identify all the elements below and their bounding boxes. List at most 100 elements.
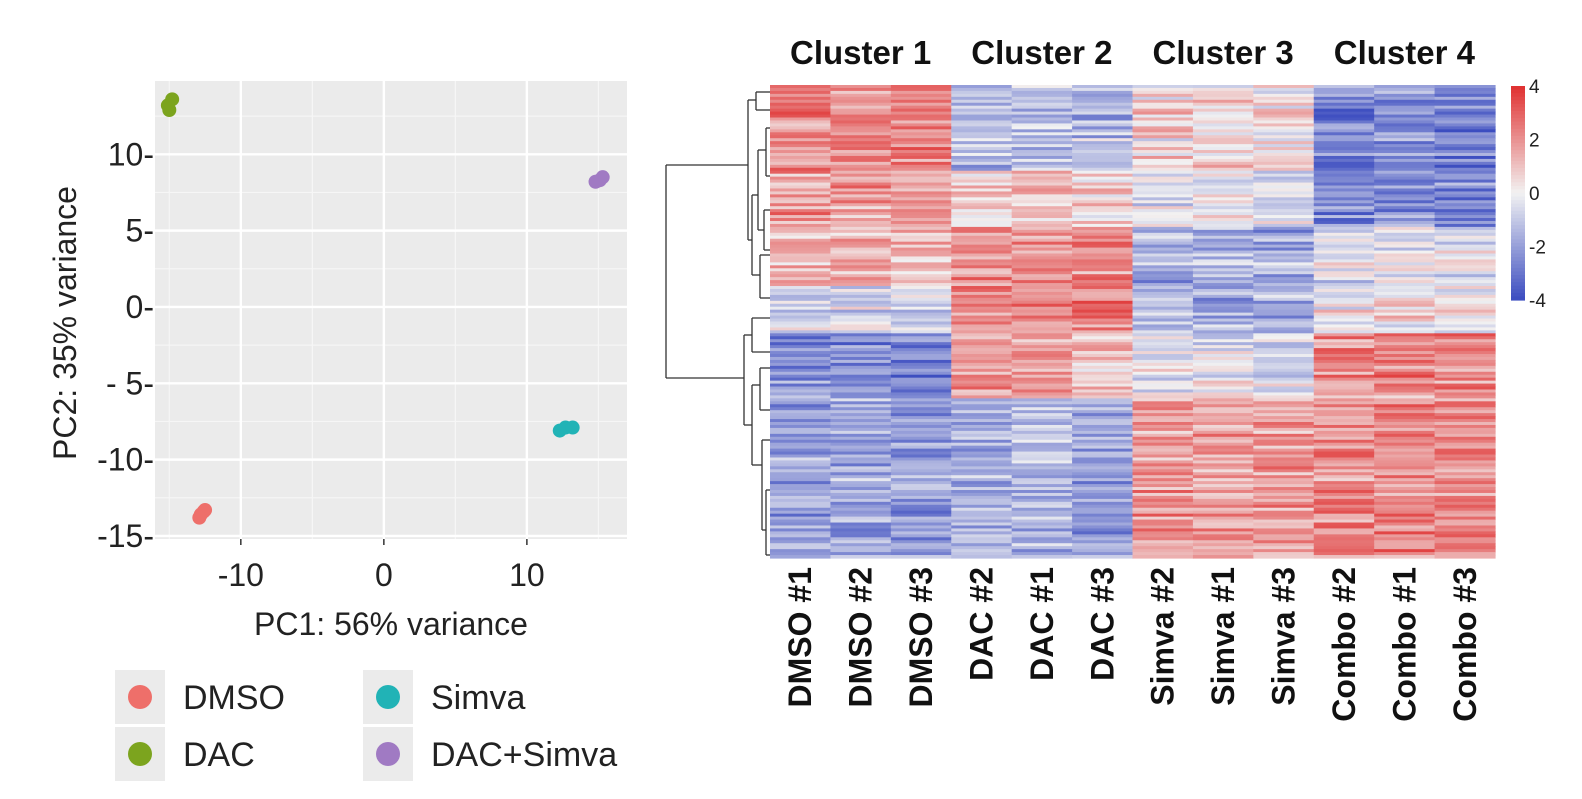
- heatmap-cell: [1192, 555, 1254, 559]
- heatmap-cell: [890, 345, 952, 349]
- heatmap-cell: [830, 288, 892, 293]
- heatmap-cell: [951, 212, 1013, 216]
- heatmap-cell: [890, 354, 952, 358]
- heatmap-cell: [1374, 229, 1436, 234]
- heatmap-cell: [890, 212, 952, 216]
- heatmap-cell: [830, 401, 892, 405]
- heatmap-cell: [830, 513, 892, 518]
- heatmap-cell: [1374, 173, 1436, 178]
- heatmap-cell: [1434, 498, 1496, 503]
- heatmap-cell: [1313, 395, 1375, 399]
- heatmap-cell: [1192, 457, 1254, 462]
- heatmap-cell: [1253, 96, 1315, 101]
- heatmap-cell: [1132, 324, 1194, 329]
- heatmap-cell: [890, 481, 952, 485]
- heatmap-cell: [890, 398, 952, 402]
- heatmap-cell: [951, 188, 1013, 193]
- heatmap-cell: [951, 167, 1013, 172]
- heatmap-cell: [1313, 188, 1375, 193]
- heatmap-cell: [770, 362, 832, 367]
- heatmap-cell: [770, 271, 832, 275]
- heatmap-cell: [1072, 123, 1134, 127]
- heatmap-cell: [1434, 321, 1496, 326]
- heatmap-cell: [951, 336, 1013, 340]
- heatmap-cell: [1192, 141, 1254, 145]
- heatmap-cell: [770, 555, 832, 559]
- heatmap-cell: [770, 262, 832, 266]
- colorbar-step: [1511, 196, 1525, 201]
- heatmap-cell: [951, 513, 1013, 518]
- heatmap-cell: [830, 297, 892, 302]
- heatmap-cell: [830, 398, 892, 402]
- heatmap-cell: [1434, 416, 1496, 420]
- heatmap-cell: [1434, 111, 1496, 116]
- heatmap-cell: [1011, 235, 1073, 240]
- heatmap-cell: [1253, 147, 1315, 151]
- heatmap-cell: [1132, 546, 1194, 550]
- heatmap-cell: [1253, 291, 1315, 296]
- heatmap-cell: [770, 132, 832, 136]
- heatmap-cell: [1313, 436, 1375, 441]
- heatmap-cell: [1313, 274, 1375, 278]
- heatmap-cell: [1192, 413, 1254, 417]
- heatmap-cell: [1313, 487, 1375, 491]
- heatmap-cell: [1313, 336, 1375, 340]
- heatmap-cell: [830, 404, 892, 408]
- heatmap-cell: [890, 226, 952, 231]
- heatmap-cell: [1132, 244, 1194, 249]
- heatmap-cell: [1253, 356, 1315, 361]
- heatmap-cell: [830, 93, 892, 98]
- heatmap-cell: [830, 416, 892, 420]
- heatmap-cell: [1374, 161, 1436, 166]
- heatmap-cell: [830, 188, 892, 193]
- heatmap-cell: [1374, 356, 1436, 361]
- heatmap-cell: [890, 416, 952, 420]
- heatmap-cell: [770, 244, 832, 249]
- heatmap-cell: [1011, 410, 1073, 414]
- heatmap-cell: [951, 472, 1013, 476]
- heatmap-cell: [1192, 268, 1254, 272]
- heatmap-cell: [1434, 377, 1496, 382]
- heatmap-cell: [830, 433, 892, 438]
- heatmap-cell: [1434, 362, 1496, 367]
- heatmap-cell: [1434, 259, 1496, 263]
- heatmap-cell: [1011, 525, 1073, 530]
- colorbar-step: [1511, 86, 1525, 91]
- heatmap-cell: [1192, 315, 1254, 320]
- heatmap-cell: [1434, 466, 1496, 470]
- heatmap-cell: [830, 229, 892, 234]
- heatmap-cell: [1374, 472, 1436, 476]
- heatmap-cell: [1313, 321, 1375, 326]
- heatmap-cell: [1434, 274, 1496, 278]
- heatmap-cell: [830, 197, 892, 201]
- heatmap-cell: [770, 501, 832, 506]
- heatmap-cell: [770, 522, 832, 527]
- heatmap-cell: [951, 309, 1013, 314]
- heatmap-cell: [1374, 114, 1436, 119]
- heatmap-cell: [1192, 288, 1254, 293]
- heatmap-cell: [890, 93, 952, 98]
- heatmap-cell: [770, 297, 832, 302]
- heatmap-cell: [1072, 516, 1134, 521]
- heatmap-cell: [1253, 87, 1315, 92]
- heatmap-cell: [951, 223, 1013, 228]
- heatmap-cell: [1253, 504, 1315, 509]
- heatmap-cell: [1072, 170, 1134, 175]
- heatmap-cell: [1011, 315, 1073, 320]
- heatmap-cell: [1192, 354, 1254, 358]
- heatmap-cell: [1434, 419, 1496, 423]
- heatmap-cell: [951, 427, 1013, 432]
- heatmap-cell: [1253, 498, 1315, 503]
- heatmap-cell: [830, 359, 892, 364]
- heatmap-cell: [770, 410, 832, 414]
- heatmap-cell: [1132, 407, 1194, 411]
- heatmap-cell: [770, 495, 832, 500]
- heatmap-cell: [1374, 135, 1436, 139]
- heatmap-cell: [770, 519, 832, 524]
- heatmap-cell: [1313, 490, 1375, 494]
- heatmap-cell: [1132, 117, 1194, 122]
- heatmap-cell: [830, 164, 892, 169]
- heatmap-cell: [1374, 531, 1436, 535]
- heatmap-cell: [1253, 339, 1315, 343]
- heatmap-cell: [1132, 152, 1194, 157]
